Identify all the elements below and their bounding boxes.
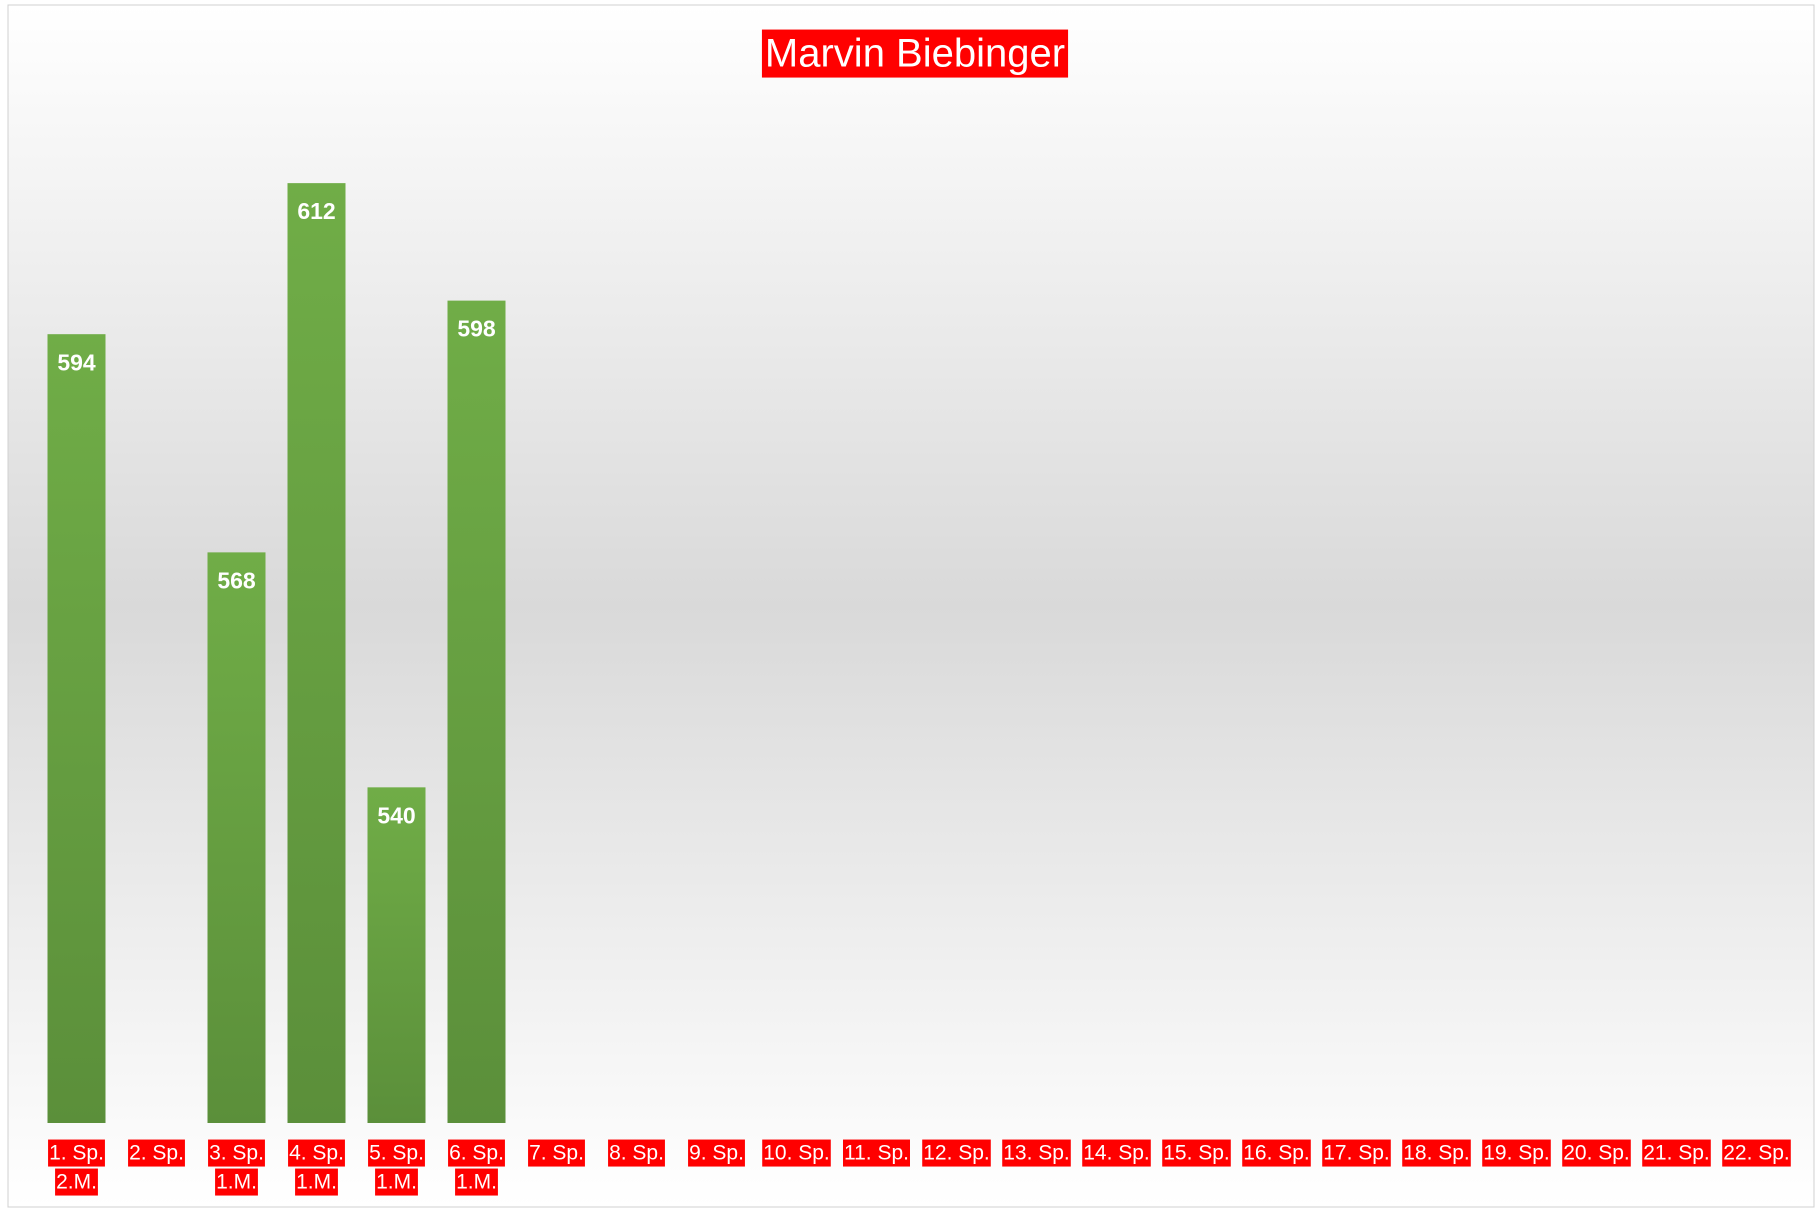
x-tick-label: 9. Sp. — [689, 1142, 744, 1165]
x-tick-label-background — [1322, 1139, 1391, 1167]
x-tick-label-background — [48, 1139, 105, 1167]
x-tick-label: 8. Sp. — [609, 1142, 664, 1165]
x-tick-label-background — [128, 1139, 185, 1167]
data-label: 612 — [297, 198, 335, 224]
x-tick-label-background — [1082, 1139, 1151, 1167]
x-tick-label: 5. Sp. — [369, 1142, 424, 1165]
x-tick-label-background — [1162, 1139, 1231, 1167]
x-tick-label: 2. Sp. — [129, 1142, 184, 1165]
x-tick-label-background — [1642, 1139, 1711, 1167]
x-tick-label: 1.M. — [456, 1171, 497, 1194]
x-tick-label-background — [448, 1139, 505, 1167]
x-tick-label-background — [368, 1139, 425, 1167]
x-tick-label-background — [375, 1168, 418, 1196]
x-tick-label-background — [208, 1139, 265, 1167]
x-tick-label: 1.M. — [296, 1171, 337, 1194]
x-tick-label: 13. Sp. — [1003, 1142, 1070, 1165]
x-tick-label: 3. Sp. — [209, 1142, 264, 1165]
x-tick-label-background — [843, 1139, 910, 1167]
chart-background — [7, 4, 1815, 1208]
x-tick-label-background — [295, 1168, 338, 1196]
x-tick-label-background — [762, 1139, 831, 1167]
bar — [207, 552, 266, 1123]
x-tick-label-background — [1722, 1139, 1791, 1167]
x-tick-label: 10. Sp. — [763, 1142, 830, 1165]
data-label: 568 — [217, 567, 256, 593]
x-tick-label-background — [1002, 1139, 1071, 1167]
x-tick-label: 16. Sp. — [1243, 1142, 1310, 1165]
x-tick-label: 1. Sp. — [49, 1142, 104, 1165]
x-tick-label-background — [1242, 1139, 1311, 1167]
x-tick-label: 12. Sp. — [923, 1142, 990, 1165]
x-tick-label-background — [1482, 1139, 1551, 1167]
x-tick-label: 21. Sp. — [1643, 1142, 1710, 1165]
x-tick-label: 1.M. — [376, 1171, 417, 1194]
x-tick-label-background — [608, 1139, 665, 1167]
x-tick-label: 6. Sp. — [449, 1142, 504, 1165]
x-tick-label: 20. Sp. — [1563, 1142, 1630, 1165]
x-tick-label: 15. Sp. — [1163, 1142, 1230, 1165]
x-tick-label: 4. Sp. — [289, 1142, 344, 1165]
x-tick-label: 7. Sp. — [529, 1142, 584, 1165]
x-tick-label: 18. Sp. — [1403, 1142, 1470, 1165]
chart-title: Marvin Biebinger — [765, 32, 1065, 76]
x-tick-label-background — [288, 1139, 345, 1167]
x-tick-label: 2.M. — [56, 1171, 97, 1194]
bar — [367, 787, 426, 1123]
x-tick-label-background — [1562, 1139, 1631, 1167]
x-tick-label-background — [455, 1168, 498, 1196]
bar — [447, 300, 506, 1123]
x-tick-label: 22. Sp. — [1723, 1142, 1790, 1165]
x-tick-label-background — [1402, 1139, 1471, 1167]
title-background — [761, 29, 1069, 78]
data-label: 598 — [457, 316, 496, 342]
x-tick-label: 14. Sp. — [1083, 1142, 1150, 1165]
x-tick-label: 17. Sp. — [1323, 1142, 1390, 1165]
x-tick-label-background — [688, 1139, 745, 1167]
data-label: 594 — [57, 349, 96, 375]
x-tick-label: 11. Sp. — [844, 1142, 909, 1165]
x-tick-label: 1.M. — [216, 1171, 257, 1194]
bar — [47, 334, 106, 1123]
x-tick-label: 19. Sp. — [1483, 1142, 1550, 1165]
data-label: 540 — [377, 802, 415, 828]
x-tick-label-background — [528, 1139, 585, 1167]
bar — [287, 183, 346, 1124]
x-tick-label-background — [55, 1168, 98, 1196]
x-tick-label-background — [215, 1168, 258, 1196]
x-tick-label-background — [922, 1139, 991, 1167]
